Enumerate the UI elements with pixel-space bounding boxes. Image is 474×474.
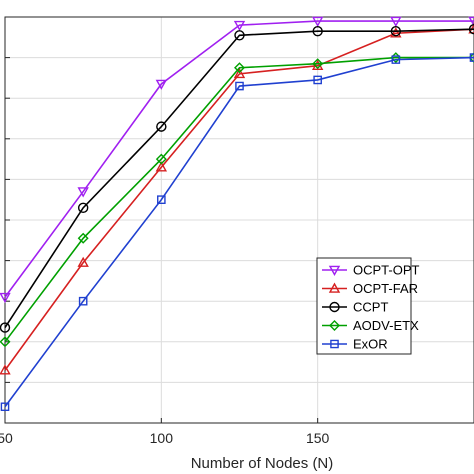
legend-entry: AODV-ETX [322,318,419,333]
data-point [391,55,401,64]
x-tick-label: 150 [306,430,330,446]
data-point [233,20,246,32]
data-point [0,322,11,333]
data-point [235,81,244,91]
legend-label: AODV-ETX [353,318,419,333]
legend-marker [329,320,340,331]
x-tick-label: 100 [150,430,174,446]
data-point [156,121,167,132]
data-point [157,195,166,205]
series-line [4,28,474,329]
data-point [155,79,168,90]
data-point [313,75,322,85]
legend-entry: OCPT-FAR [322,281,418,296]
data-point [155,161,168,172]
legend-entry: CCPT [322,300,388,315]
data-point [390,27,402,38]
data-point [77,232,89,244]
data-point [0,336,11,348]
data-point [155,153,167,165]
legend-entry: ExOR [322,337,388,352]
data-point [234,62,245,74]
series-line [4,56,474,408]
legend-marker [328,282,341,293]
plot-area-frame [4,16,474,424]
legend-marker [328,265,341,276]
legend-label: CCPT [353,300,388,315]
data-point [0,364,11,375]
data-point [77,256,89,267]
data-point [311,16,324,28]
series-ccpt [0,23,474,333]
legend-entry: OCPT-OPT [322,263,420,278]
legend: OCPT-OPT OCPT-FAR CCPT AODV-ETX ExOR [316,257,420,355]
data-point [77,202,89,214]
data-point [390,26,402,37]
legend-label: OCPT-FAR [353,281,418,296]
data-point [0,402,10,412]
series-line [4,56,474,343]
legend-label: OCPT-OPT [353,263,420,278]
series-group [0,16,474,412]
x-tick-label: 50 [0,430,13,446]
data-point [390,16,402,28]
legend-box [316,257,412,355]
data-point [312,58,324,70]
legend-marker [330,339,339,349]
x-axis-ticks: 50 100 150 [0,418,330,446]
series-ocpt-far [0,23,474,375]
data-point [469,53,474,62]
series-exor [0,53,474,412]
legend-marker [329,301,340,313]
series-line [4,28,474,371]
data-point [0,292,11,304]
data-point [77,187,89,198]
data-point [468,23,474,35]
series-ocpt-opt [0,16,474,304]
data-point [234,30,245,41]
data-point [312,26,323,37]
data-point [468,16,474,28]
legend-label: ExOR [353,337,388,352]
data-point [233,67,246,79]
x-axis-label: Number of Nodes (N) [191,455,334,472]
series-line [4,20,474,298]
data-point [78,296,88,306]
